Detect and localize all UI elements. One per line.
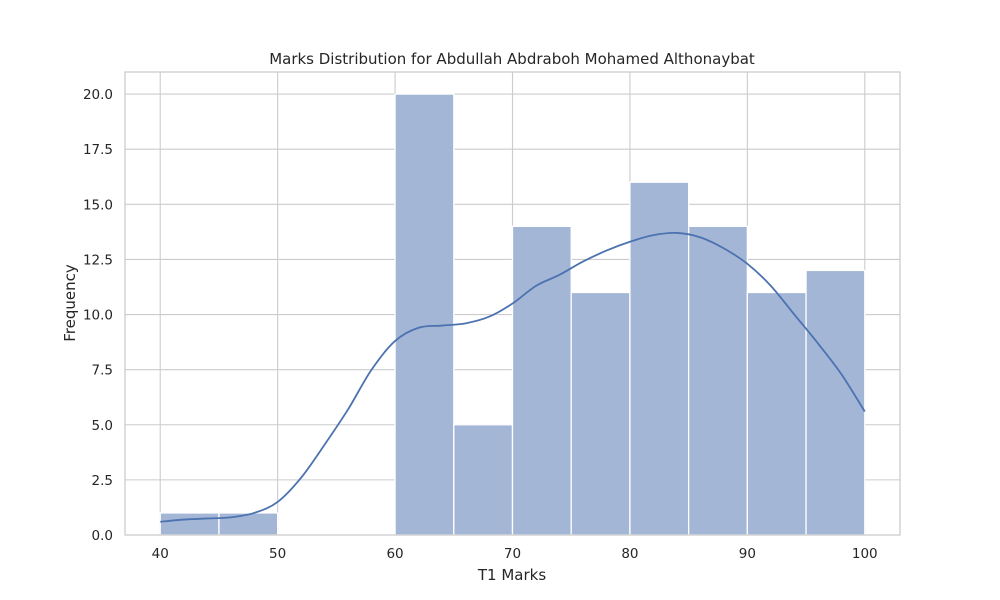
- x-tick-label: 60: [386, 546, 403, 562]
- histogram-bar-85-90: [687, 225, 748, 536]
- histogram-bar-80-85: [629, 181, 690, 536]
- kde-line: [160, 231, 866, 523]
- y-tick-label: 17.5: [83, 142, 113, 158]
- y-tick-label: 10.0: [83, 308, 113, 324]
- x-ticks: 40 50 60 70 80 90 100: [152, 546, 878, 562]
- y-tick-label: 5.0: [92, 418, 113, 434]
- x-tick-label: 90: [739, 546, 756, 562]
- chart-title: Marks Distribution for Abdullah Abdraboh…: [269, 50, 755, 68]
- y-tick-label: 20.0: [83, 87, 113, 103]
- y-ticks: 0.0 2.5 5.0 7.5 10.0 12.5 15.0 17.5 20.0: [83, 87, 113, 544]
- x-tick-label: 70: [504, 546, 521, 562]
- kde-curve-layer: [160, 231, 866, 523]
- histogram-bar-90-95: [746, 291, 807, 536]
- x-tick-label: 80: [621, 546, 638, 562]
- histogram-bars: [159, 93, 866, 536]
- histogram-bar-60-65: [394, 93, 455, 536]
- x-axis-label: T1 Marks: [477, 566, 546, 584]
- histogram-bar-40-45: [159, 512, 220, 536]
- y-tick-label: 15.0: [83, 197, 113, 213]
- y-tick-label: 12.5: [83, 252, 113, 268]
- histogram-bar-95-100: [805, 269, 866, 536]
- y-tick-label: 2.5: [92, 473, 113, 489]
- y-tick-label: 7.5: [92, 363, 113, 379]
- histogram-bar-70-75: [511, 225, 572, 536]
- axes-frame: [124, 71, 901, 536]
- y-axis-label: Frequency: [61, 264, 79, 342]
- histogram-bar-65-70: [453, 424, 514, 536]
- y-tick-label: 0.0: [92, 528, 113, 544]
- x-tick-label: 100: [852, 546, 878, 562]
- histogram-bar-75-80: [570, 291, 631, 536]
- x-tick-label: 40: [152, 546, 169, 562]
- x-tick-label: 50: [269, 546, 286, 562]
- histogram-bar-45-50: [218, 512, 279, 536]
